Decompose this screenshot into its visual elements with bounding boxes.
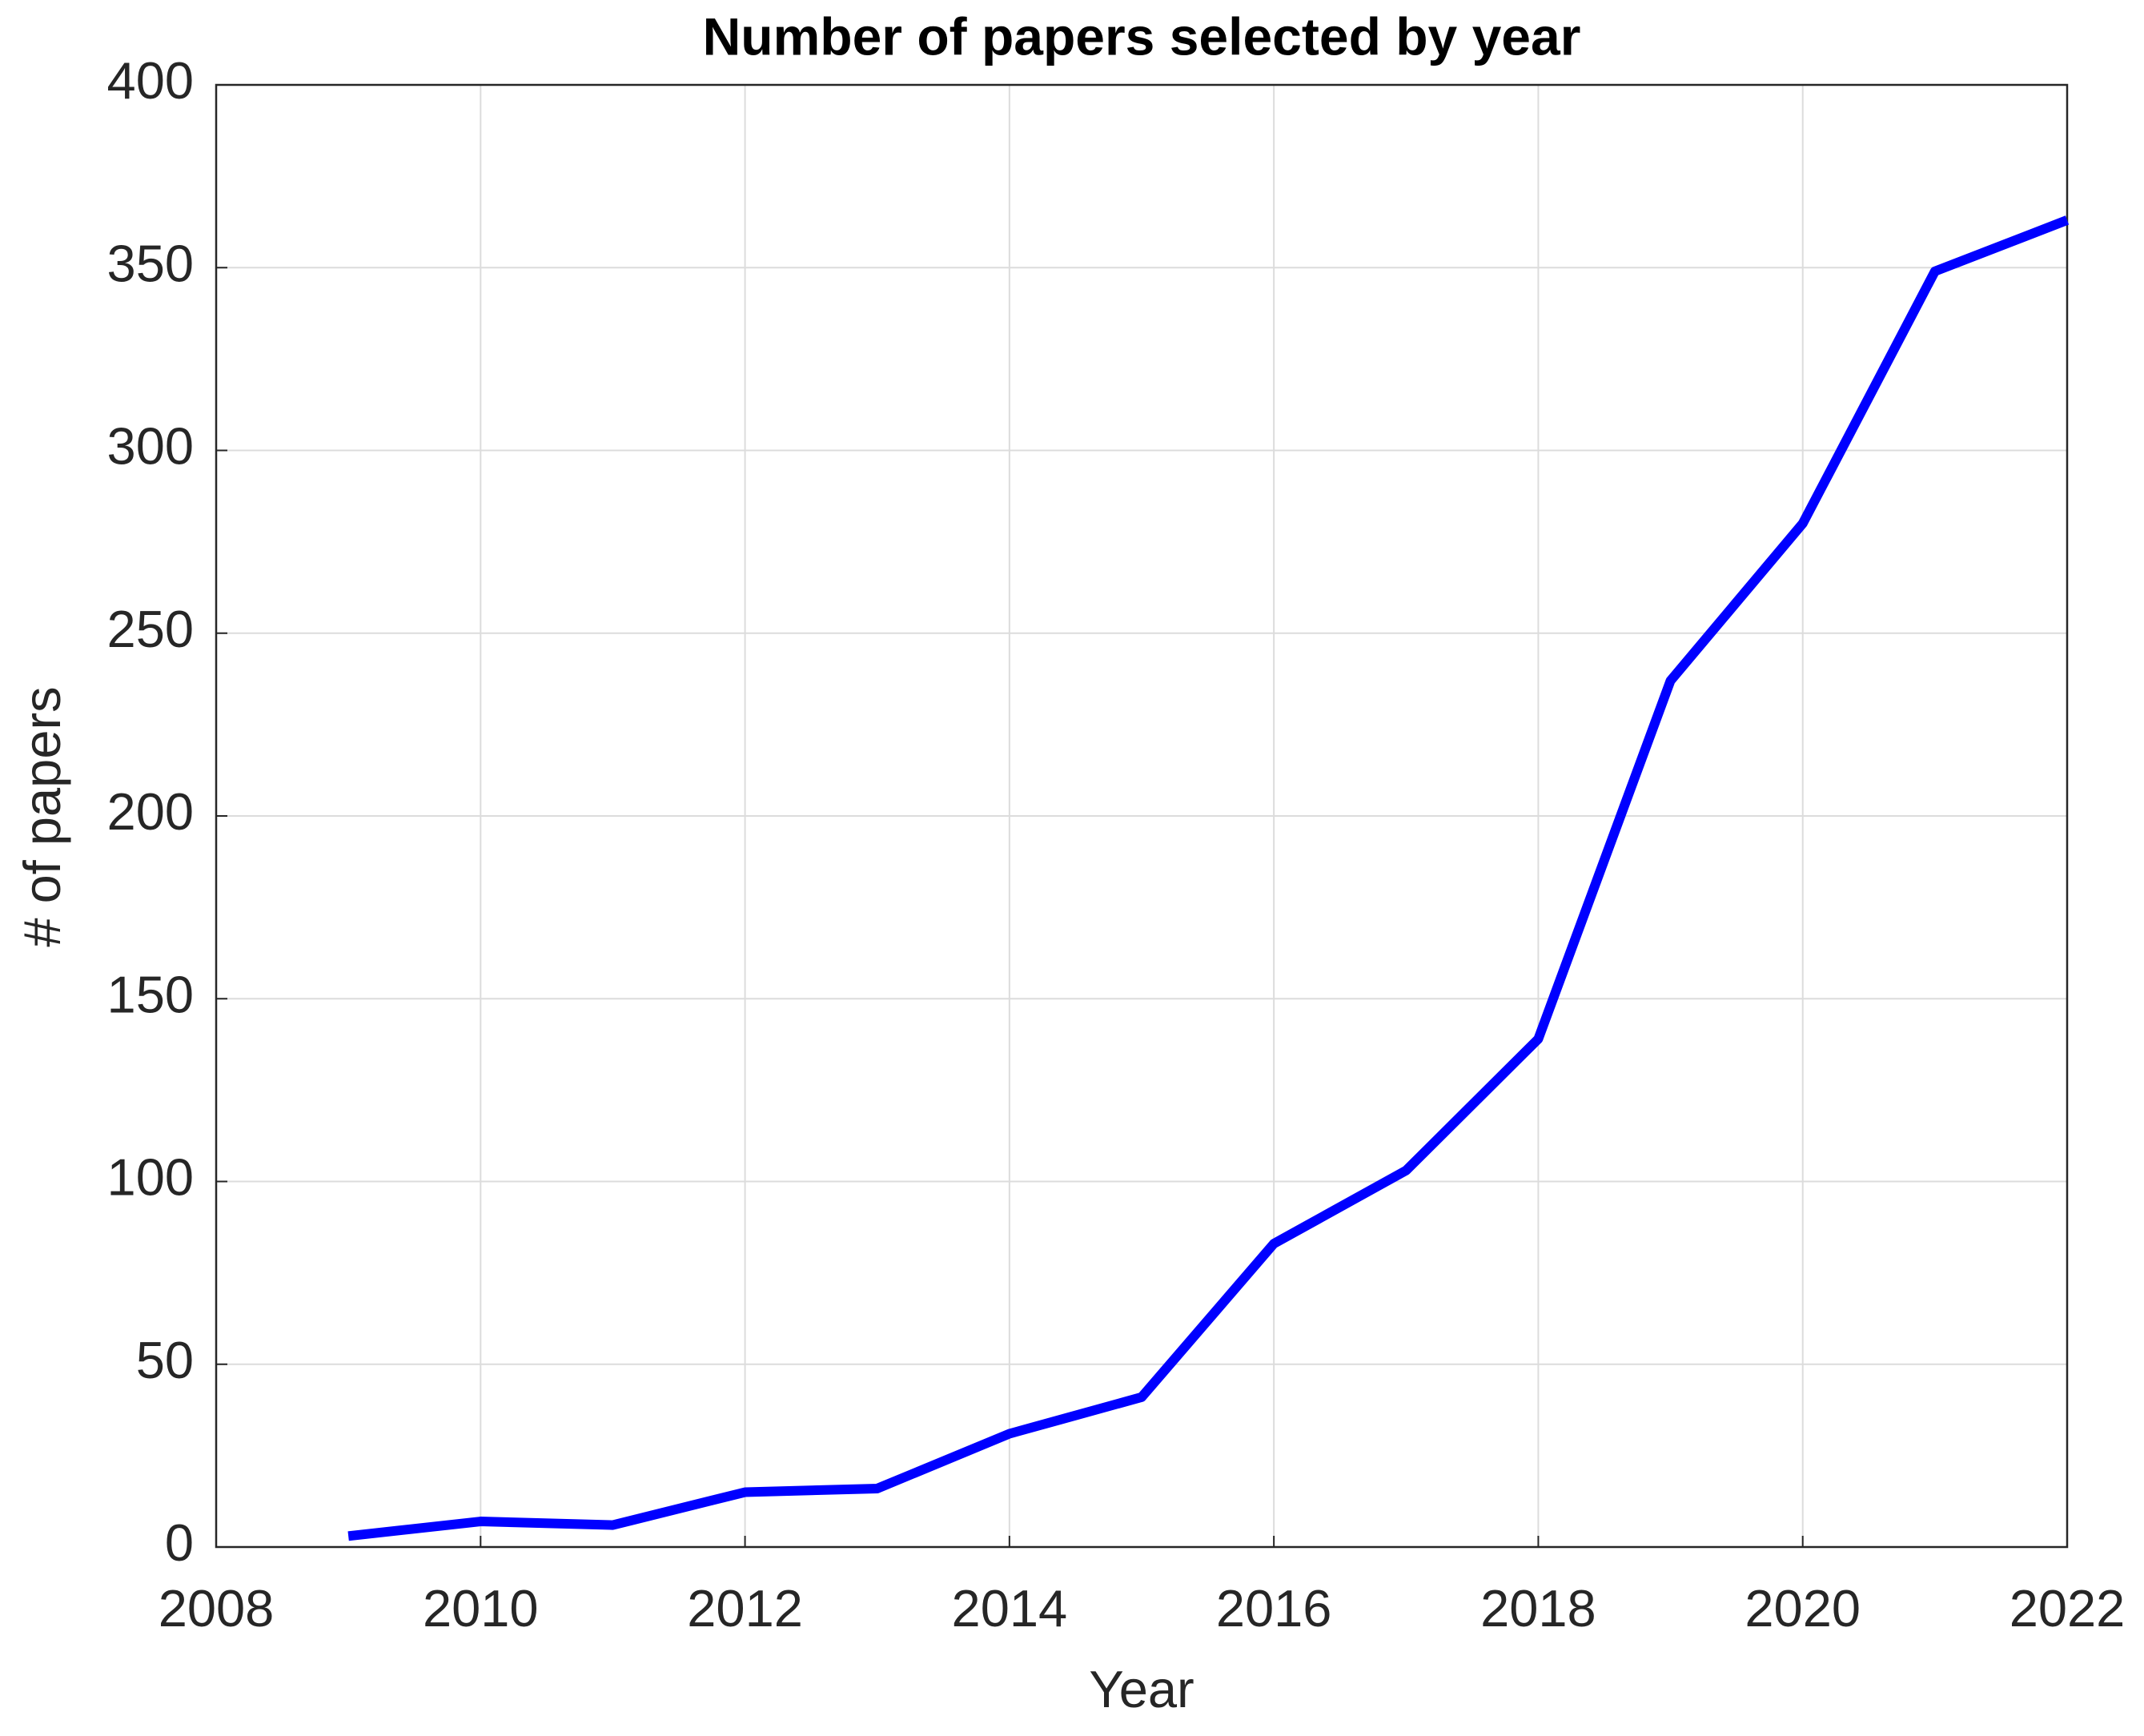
x-tick-label: 2012	[687, 1579, 803, 1638]
x-axis-label: Year	[1089, 1660, 1194, 1718]
y-tick-label: 300	[107, 417, 194, 476]
x-tick-label: 2010	[423, 1579, 539, 1638]
y-tick-label: 400	[107, 51, 194, 110]
x-tick-label: 2020	[1745, 1579, 1861, 1638]
plot-frame	[215, 83, 2069, 1549]
x-tick-label: 2018	[1480, 1579, 1596, 1638]
y-axis-label: # of papers	[13, 686, 71, 946]
chart-title: Number of papers selected by year	[703, 6, 1581, 66]
y-tick-label: 200	[107, 782, 194, 841]
y-tick-label: 250	[107, 600, 194, 658]
x-tick-label: 2014	[952, 1579, 1068, 1638]
data-line	[347, 215, 2070, 1541]
x-tick-label: 2022	[2009, 1579, 2126, 1638]
y-tick-label: 150	[107, 965, 194, 1023]
y-tick-label: 50	[136, 1331, 194, 1389]
x-tick-label: 2016	[1216, 1579, 1332, 1638]
y-tick-label: 0	[165, 1513, 194, 1572]
y-tick-label: 100	[107, 1148, 194, 1207]
x-tick-label: 2008	[159, 1579, 275, 1638]
y-tick-label: 350	[107, 234, 194, 292]
